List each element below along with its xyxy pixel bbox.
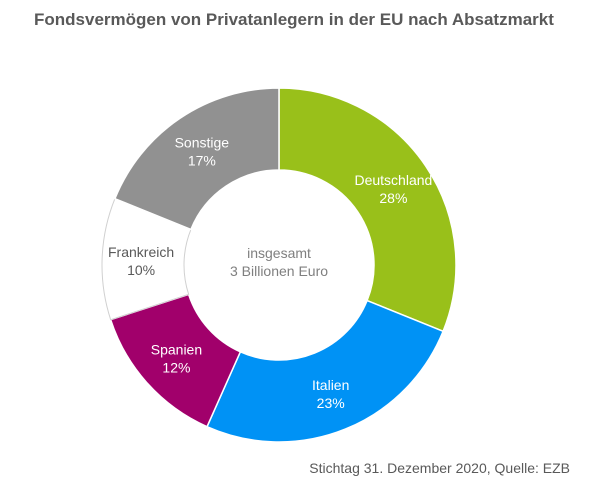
chart-title: Fondsvermögen von Privatanlegern in der … bbox=[34, 10, 554, 29]
center-label-line-1: insgesamt bbox=[247, 245, 311, 261]
center-label-line-2: 3 Billionen Euro bbox=[230, 263, 328, 279]
slice-deutschland bbox=[278, 87, 457, 333]
slice-label-frankreich: Frankreich bbox=[108, 244, 174, 260]
slice-value-sonstige: 17% bbox=[188, 153, 216, 169]
slice-italien bbox=[206, 299, 445, 443]
slice-value-spanien: 12% bbox=[162, 359, 190, 375]
donut-slices bbox=[101, 87, 457, 443]
slice-label-italien: Italien bbox=[312, 377, 349, 393]
center-label: insgesamt 3 Billionen Euro bbox=[230, 245, 328, 279]
slice-label-deutschland: Deutschland bbox=[354, 172, 432, 188]
slice-value-deutschland: 28% bbox=[379, 190, 407, 206]
slice-value-frankreich: 10% bbox=[127, 262, 155, 278]
slice-value-italien: 23% bbox=[317, 395, 345, 411]
source-note: Stichtag 31. Dezember 2020, Quelle: EZB bbox=[309, 460, 570, 476]
slice-labels: Deutschland 28% Italien 23% Spanien 12% Frankr… bbox=[108, 135, 432, 411]
slice-label-sonstige: Sonstige bbox=[175, 135, 230, 151]
slice-label-spanien: Spanien bbox=[151, 341, 202, 357]
slice-sonstige bbox=[113, 87, 280, 231]
